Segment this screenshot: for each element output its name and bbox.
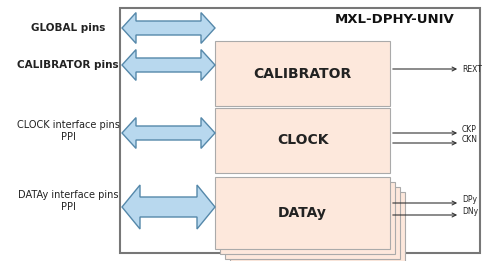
Text: DATAy interface pins: DATAy interface pins <box>18 190 118 200</box>
Text: DNy: DNy <box>462 207 478 217</box>
Bar <box>230 192 405 261</box>
Text: CLOCK interface pins: CLOCK interface pins <box>16 120 120 130</box>
Text: DATAy: DATAy <box>278 206 327 220</box>
Text: CKP: CKP <box>462 126 477 134</box>
Bar <box>220 182 395 254</box>
Bar <box>215 108 390 173</box>
Text: PPI: PPI <box>60 132 76 142</box>
Text: MXL-DPHY-UNIV: MXL-DPHY-UNIV <box>335 13 455 26</box>
Bar <box>215 41 390 106</box>
Text: CALIBRATOR: CALIBRATOR <box>254 67 352 80</box>
Text: PPI: PPI <box>60 202 76 212</box>
Bar <box>120 8 480 253</box>
Text: REXT: REXT <box>462 64 482 74</box>
Text: GLOBAL pins: GLOBAL pins <box>31 23 105 33</box>
Text: CALIBRATOR pins: CALIBRATOR pins <box>17 60 119 70</box>
Text: CLOCK: CLOCK <box>277 133 328 147</box>
Polygon shape <box>122 118 215 149</box>
Polygon shape <box>122 50 215 80</box>
Text: DPy: DPy <box>462 195 477 205</box>
Polygon shape <box>122 185 215 229</box>
Bar <box>225 187 400 259</box>
Polygon shape <box>122 13 215 43</box>
Bar <box>215 177 390 249</box>
Text: CKN: CKN <box>462 135 478 145</box>
